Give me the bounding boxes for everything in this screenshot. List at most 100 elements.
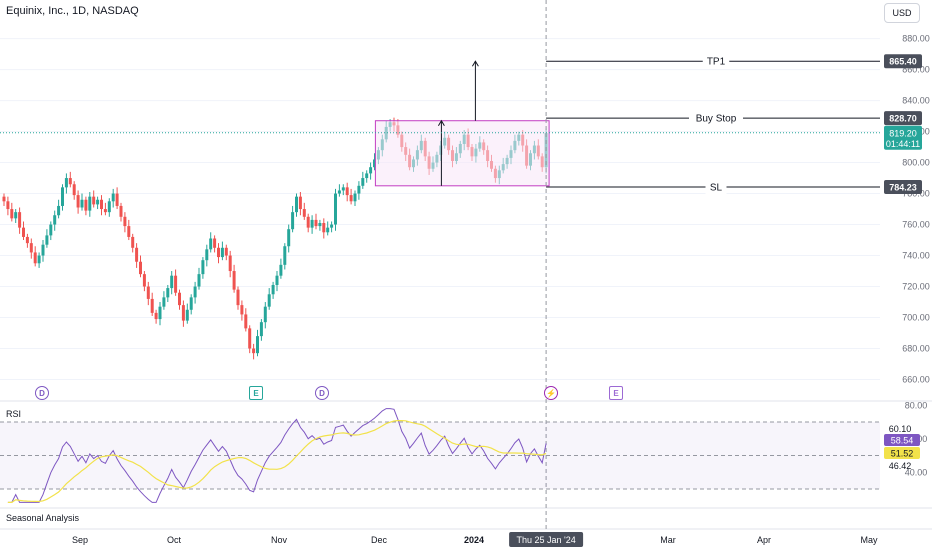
time-axis-label: Dec [371, 535, 388, 545]
candle-body [10, 209, 14, 219]
candle-body [295, 196, 298, 213]
candle-body [306, 216, 310, 228]
candle-body [185, 309, 189, 321]
candle-body [267, 294, 271, 307]
candle-body [310, 219, 314, 228]
candle-body [2, 196, 6, 202]
candle-body [158, 306, 162, 320]
level-name-label: Buy Stop [696, 114, 737, 125]
candle-body [298, 196, 302, 210]
level-price-value: 865.40 [889, 57, 917, 67]
earnings-event-icon[interactable]: E [249, 386, 263, 400]
dividend-event-icon[interactable]: D [35, 386, 49, 400]
time-axis-label: Mar [660, 535, 676, 545]
candle-body [45, 235, 49, 245]
last-price-value: 819.20 [889, 128, 917, 138]
candle-body [111, 193, 115, 202]
level-price-tag [884, 179, 922, 194]
candle-body [205, 249, 209, 261]
candle-body [279, 264, 283, 276]
candle-body [357, 185, 361, 194]
price-tick-label: 680.00 [902, 344, 930, 354]
candle-body [174, 275, 178, 293]
candle-body [337, 190, 341, 194]
time-axis-label: Sep [72, 535, 88, 545]
rsi-upper-value: 60.10 [889, 424, 912, 434]
candle-body [25, 236, 29, 244]
candle-body [341, 187, 345, 191]
candle-body [228, 255, 232, 272]
range-arrowhead [437, 119, 445, 126]
split-event-icon[interactable]: ⚡ [544, 386, 558, 400]
price-tick-label: 700.00 [902, 313, 930, 323]
candle-body [22, 227, 25, 237]
candle-body [291, 212, 295, 230]
candle-body [318, 222, 322, 227]
candle-body [135, 247, 139, 262]
candle-body [220, 247, 224, 258]
candle-body [232, 271, 236, 290]
candle-body [150, 298, 154, 313]
candle-body [314, 219, 318, 227]
candle-body [166, 288, 170, 298]
candle-body [61, 187, 64, 206]
candle-body [72, 184, 76, 196]
rsi-line [7, 408, 547, 503]
rsi-pane-label: RSI [6, 409, 22, 419]
rsi-tick-label: 80.00 [905, 400, 928, 410]
candle-body [80, 199, 84, 208]
price-tick-label: 720.00 [902, 282, 930, 292]
rsi-ma-tag [884, 447, 920, 459]
candle-body [127, 226, 131, 237]
rsi-ma-line [7, 420, 547, 503]
candle-body [131, 236, 135, 248]
candle-body [88, 196, 92, 211]
candle-body [349, 195, 353, 202]
candle-body [259, 322, 263, 337]
candle-body [361, 178, 365, 186]
earnings-upcoming-event-icon[interactable]: E [609, 386, 623, 400]
bar-countdown: 01:44:11 [886, 139, 920, 149]
candle-body [84, 199, 88, 211]
time-axis-label: Apr [757, 535, 771, 545]
candle-body [6, 201, 10, 210]
candle-body [345, 187, 349, 196]
crosshair-time-tag [509, 532, 584, 547]
candle-body [193, 286, 197, 298]
candle-body [142, 274, 146, 287]
rsi-current-value: 58.54 [891, 436, 914, 446]
candle-body [107, 201, 111, 213]
level-name-label: TP1 [707, 57, 726, 68]
target-arrowhead [471, 60, 479, 67]
rsi-band [0, 422, 880, 489]
candle-body [287, 229, 291, 247]
candle-body [244, 314, 248, 329]
candle-body [33, 252, 37, 264]
time-axis-label: Nov [271, 535, 288, 545]
dividend-event-icon[interactable]: D [315, 386, 329, 400]
currency-button[interactable]: USD [884, 3, 920, 23]
level-price-tag [884, 111, 922, 126]
level-price-tag [884, 54, 922, 69]
candle-body [76, 195, 80, 208]
price-tick-label: 860.00 [902, 65, 930, 75]
candle-body [139, 261, 142, 275]
price-tick-label: 840.00 [902, 96, 930, 106]
candle-body [263, 306, 267, 323]
rsi-lower-value: 46.42 [889, 461, 912, 471]
rsi-value-tag [884, 434, 920, 446]
candle-body [14, 212, 18, 219]
candle-body [96, 199, 100, 205]
candle-body [209, 238, 213, 250]
candle-body [369, 167, 373, 174]
candle-body [330, 224, 334, 228]
candle-body [275, 275, 279, 285]
candle-body [248, 328, 252, 349]
candle-body [170, 275, 174, 289]
price-tick-label: 760.00 [902, 220, 930, 230]
candle-body [322, 222, 326, 233]
candle-body [119, 205, 123, 217]
level-label-bg [689, 111, 743, 126]
